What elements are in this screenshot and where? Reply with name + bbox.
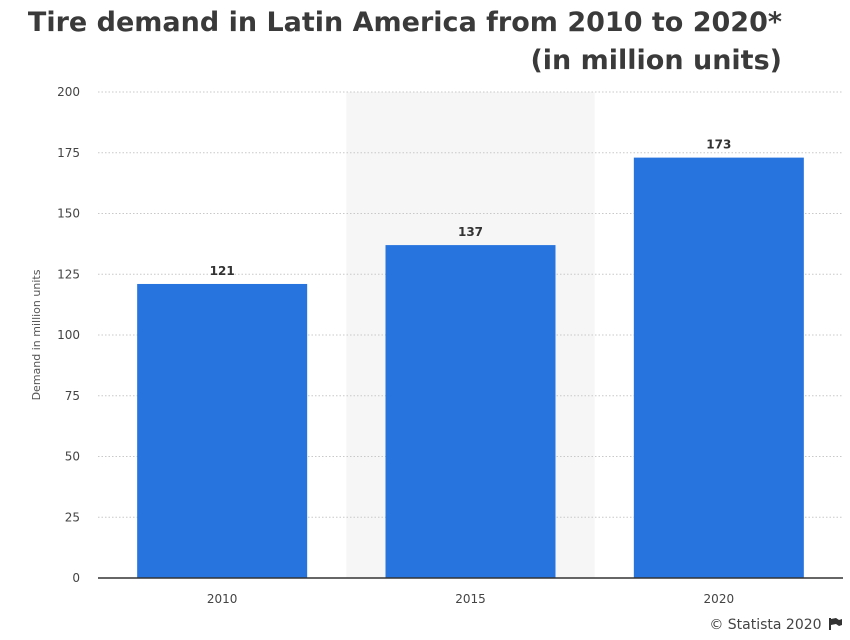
- x-tick-label-2020: 2020: [704, 592, 735, 606]
- bar-2020: [633, 157, 804, 579]
- y-tick-label: 50: [65, 450, 80, 464]
- y-tick-label: 25: [65, 510, 80, 524]
- credit-text: © Statista 2020: [709, 617, 822, 633]
- y-tick-label: 125: [57, 267, 80, 281]
- chart-title-line-2: (in million units): [530, 45, 782, 76]
- x-tick-label-2015: 2015: [455, 592, 486, 606]
- data-label-2015: 137: [458, 225, 483, 239]
- y-tick-label: 100: [57, 328, 80, 342]
- flag-icon[interactable]: [829, 618, 842, 630]
- y-tick-label: 0: [72, 571, 80, 585]
- bar-2015: [385, 245, 556, 578]
- y-tick-label: 75: [65, 389, 80, 403]
- chart-title-line-1: Tire demand in Latin America from 2010 t…: [27, 7, 782, 38]
- y-tick-label: 200: [57, 85, 80, 99]
- bar-2010: [137, 283, 308, 578]
- x-tick-label-2010: 2010: [207, 592, 238, 606]
- data-label-2020: 173: [706, 138, 731, 152]
- chart-title: Tire demand in Latin America from 2010 t…: [28, 4, 782, 80]
- y-tick-label: 150: [57, 207, 80, 221]
- statista-credit[interactable]: © Statista 2020: [709, 617, 842, 633]
- y-axis-label: Demand in million units: [30, 269, 43, 400]
- data-label-2010: 121: [210, 264, 235, 278]
- bar-chart: 0 25 50 75 100 125 150 175 200 121 2010 137 2015 173 2…: [30, 85, 843, 606]
- y-tick-label: 175: [57, 146, 80, 160]
